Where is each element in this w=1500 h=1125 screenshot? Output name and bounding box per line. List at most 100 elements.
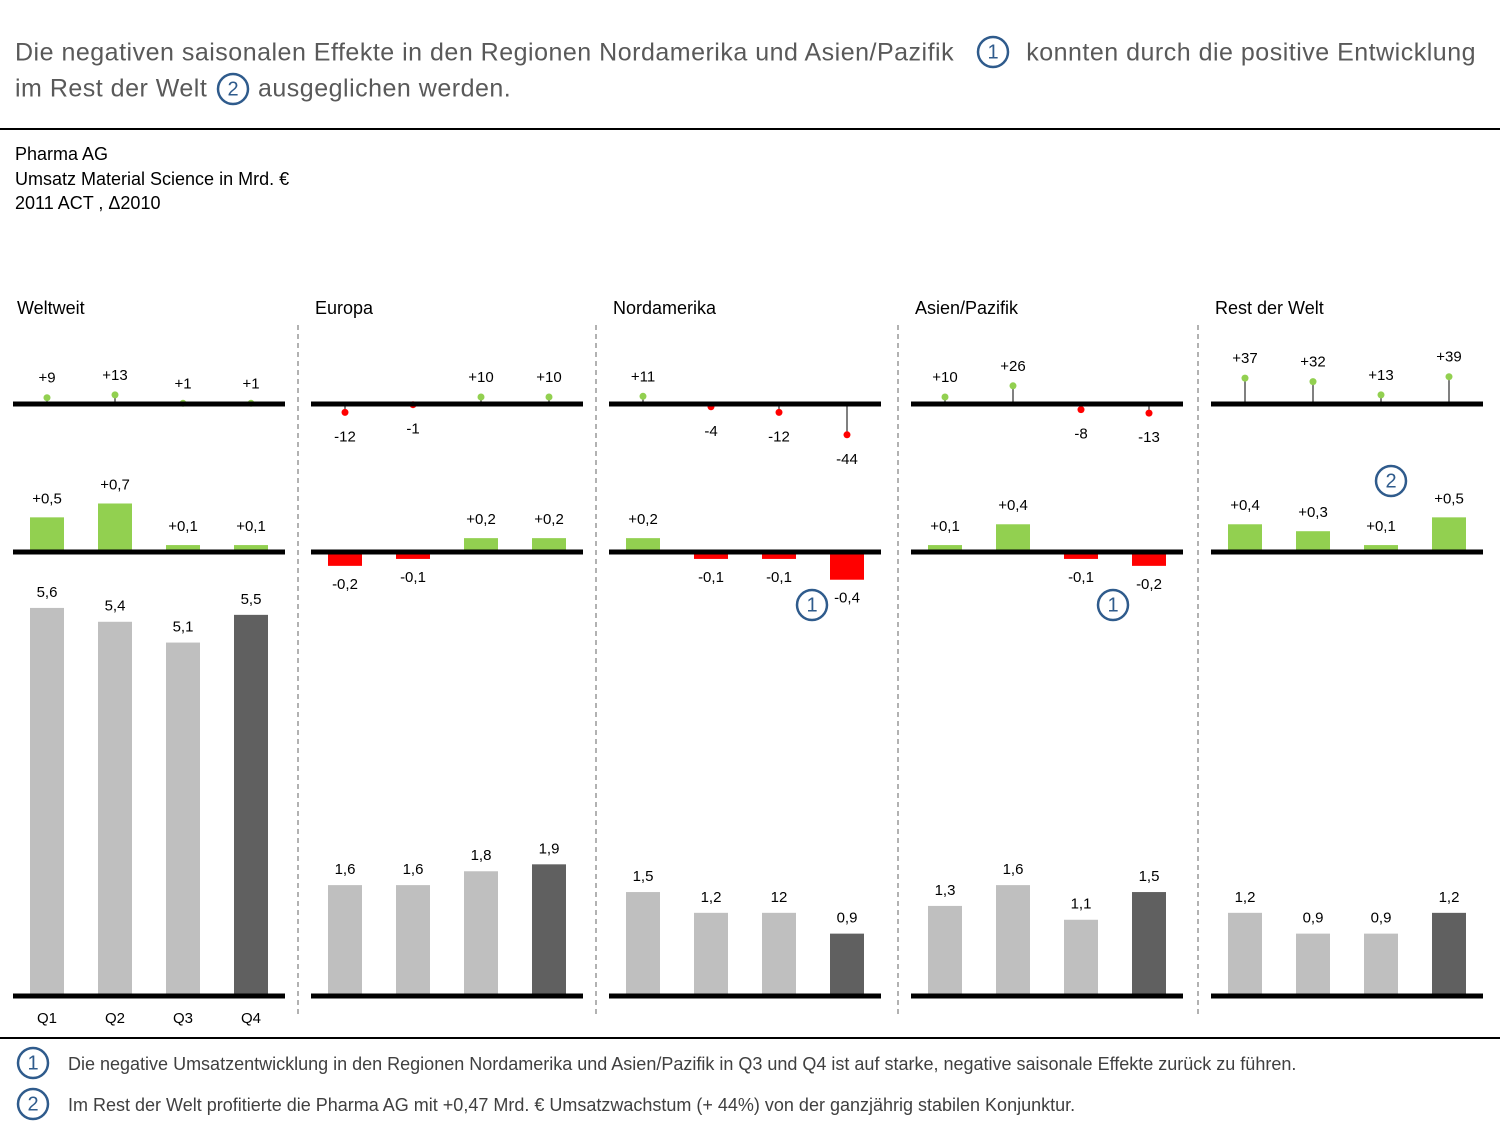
- delta-bar: [30, 517, 64, 552]
- x-tick-label: Q4: [241, 1010, 261, 1027]
- delta-label: +0,4: [1230, 497, 1260, 514]
- delta-bar: [98, 503, 132, 552]
- footnote-marker: 1: [27, 1052, 38, 1074]
- delta-label: +0,1: [1366, 518, 1396, 535]
- bar: [1296, 933, 1330, 996]
- value-label: 5,4: [105, 598, 126, 615]
- bar: [762, 912, 796, 996]
- delta-bar: [694, 552, 728, 559]
- bar: [928, 905, 962, 996]
- delta-label: -0,1: [1068, 569, 1094, 586]
- delta-label: +0,2: [628, 511, 658, 528]
- pin-label: +39: [1436, 349, 1461, 366]
- pin-label: +10: [536, 369, 561, 386]
- panel-title: Asien/Pazifik: [915, 298, 1019, 318]
- marker-circle: [16, 1046, 50, 1080]
- pin-label: +10: [932, 369, 957, 386]
- annotation: 1: [806, 594, 817, 616]
- marker-circle: [795, 588, 829, 622]
- pin-dot: [477, 393, 485, 401]
- pin-label: +37: [1232, 350, 1257, 367]
- value-label: 5,5: [241, 591, 262, 608]
- delta-label: -0,4: [834, 590, 860, 607]
- value-label: 0,9: [837, 910, 858, 927]
- pin-dot: [1445, 373, 1453, 381]
- pin-dot: [843, 431, 851, 439]
- pin-label: +26: [1000, 358, 1025, 375]
- marker-circle: [1374, 464, 1408, 498]
- pin-label: -1: [406, 421, 419, 438]
- pin-label: -8: [1074, 426, 1087, 443]
- header-text: konnten durch die positive Entwicklung: [1026, 39, 1476, 67]
- pin-label: +13: [102, 367, 127, 384]
- panel-title: Weltweit: [17, 298, 85, 318]
- pin-label: -4: [704, 423, 717, 440]
- delta-bar: [830, 552, 864, 580]
- delta-bar: [396, 552, 430, 559]
- value-label: 5,1: [173, 619, 194, 636]
- pin-dot: [1009, 382, 1017, 390]
- bar: [830, 933, 864, 996]
- value-label: 1,2: [701, 889, 722, 906]
- delta-label: +0,1: [168, 518, 198, 535]
- pin-label: +10: [468, 369, 493, 386]
- bar: [328, 885, 362, 996]
- value-label: 1,1: [1071, 896, 1092, 913]
- panel-title: Rest der Welt: [1215, 298, 1324, 318]
- delta-bar: [1228, 524, 1262, 552]
- pin-dot: [1377, 391, 1385, 399]
- footnote: Die negative Umsatzentwicklung in den Re…: [68, 1054, 1296, 1074]
- bar: [98, 621, 132, 996]
- delta-bar: [928, 545, 962, 552]
- delta-label: -0,1: [698, 569, 724, 586]
- bar: [626, 892, 660, 996]
- bar: [1364, 933, 1398, 996]
- bar: [1132, 892, 1166, 996]
- delta-bar: [1132, 552, 1166, 566]
- pin-label: +1: [242, 375, 259, 392]
- bar: [1432, 912, 1466, 996]
- delta-bar: [762, 552, 796, 559]
- delta-bar: [166, 545, 200, 552]
- header-text: ausgeglichen werden.: [258, 75, 511, 103]
- delta-bar: [1064, 552, 1098, 559]
- subtitle: Pharma AG: [15, 144, 108, 164]
- annotation: 2: [1385, 470, 1396, 492]
- pin-label: -12: [768, 428, 790, 445]
- pin-label: -12: [334, 428, 356, 445]
- pin-dot: [341, 408, 349, 416]
- delta-label: -0,1: [400, 569, 426, 586]
- x-tick-label: Q2: [105, 1010, 125, 1027]
- value-label: 1,5: [633, 868, 654, 885]
- pin-dot: [1077, 406, 1085, 414]
- pin-label: +32: [1300, 354, 1325, 371]
- value-label: 1,2: [1235, 889, 1256, 906]
- value-label: 1,6: [1003, 861, 1024, 878]
- subtitle: Umsatz Material Science in Mrd. €: [15, 169, 289, 189]
- pin-dot: [639, 392, 647, 400]
- bar: [532, 864, 566, 996]
- value-label: 1,5: [1139, 868, 1160, 885]
- marker-circle: [216, 72, 250, 106]
- pin-label: -13: [1138, 429, 1160, 446]
- annotation: 1: [1107, 594, 1118, 616]
- value-label: 1,8: [471, 847, 492, 864]
- delta-label: +0,5: [32, 490, 62, 507]
- panel-title: Europa: [315, 298, 374, 318]
- delta-label: +0,5: [1434, 490, 1464, 507]
- bar: [30, 607, 64, 996]
- subtitle: 2011 ACT , Δ2010: [15, 193, 160, 213]
- marker-circle: [16, 1087, 50, 1121]
- value-label: 1,6: [403, 861, 424, 878]
- marker-circle: [976, 35, 1010, 69]
- delta-label: +0,4: [998, 497, 1028, 514]
- delta-bar: [1364, 545, 1398, 552]
- pin-label: +13: [1368, 367, 1393, 384]
- bar: [996, 885, 1030, 996]
- pin-dot: [111, 391, 119, 399]
- pin-dot: [775, 408, 783, 416]
- x-tick-label: Q3: [173, 1010, 193, 1027]
- bar: [234, 614, 268, 996]
- pin-label: +9: [38, 370, 55, 387]
